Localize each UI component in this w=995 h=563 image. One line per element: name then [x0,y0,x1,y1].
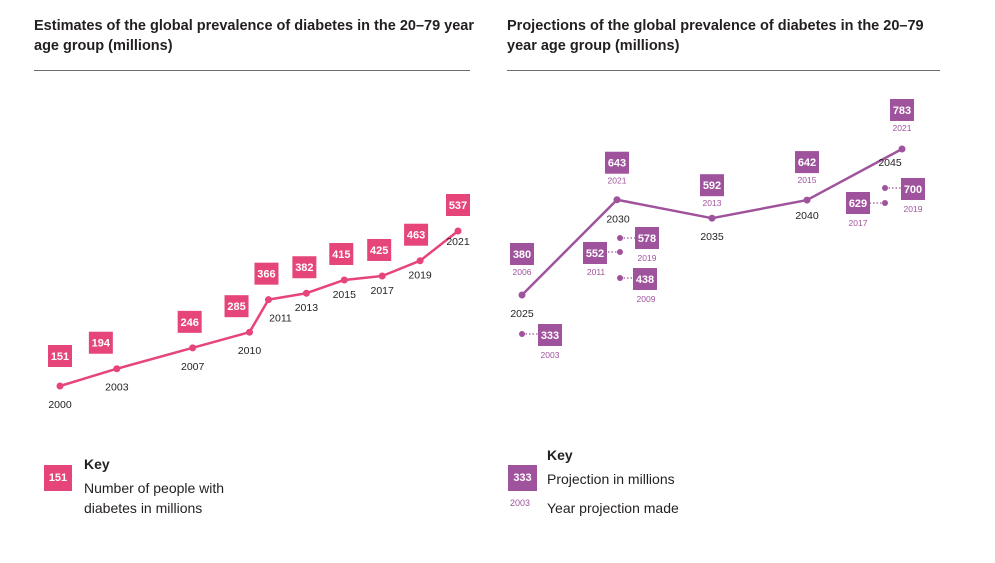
projections-year-label-2045: 2045 [878,157,902,169]
projections-value-2040-label: 642 [798,157,816,169]
projections-key-sample-box: 333 [508,465,537,491]
estimates-value-2019-label: 463 [407,230,425,242]
projections-value-2045-box [890,99,914,121]
estimates-year-label-2015: 2015 [333,289,357,301]
estimates-value-2021-label: 537 [449,200,467,212]
projections-extra-2030-2019-label: 578 [638,233,656,245]
projections-key-year-label: Year projection made [547,500,679,516]
estimates-value-2015-box [329,242,354,265]
estimates-key-description: Number of people with diabetes in millio… [84,480,225,516]
estimates-key-sample-box: 151 [44,465,72,491]
projections-value-2025-label: 380 [513,249,531,261]
estimates-point-2000 [56,382,64,390]
projections-value-2040-box [795,151,819,174]
estimates-value-2017-box [367,238,392,261]
projections-year-label-2025: 2025 [510,308,534,320]
estimates-point-2015 [340,276,348,284]
projections-key-sample-year: 2003 [510,498,531,508]
estimates-year-label-2019: 2019 [408,270,432,282]
projections-key-value-label: Projection in millions [547,471,675,487]
projections-value-2035-label: 592 [703,180,721,192]
estimates-point-2003 [113,365,121,373]
estimates-value-2010-box [224,295,249,318]
projections-extra-2030-2009-box [633,268,657,290]
projections-point-2030 [613,196,621,204]
projections-extra-2045-2017-label: 629 [849,198,867,210]
projections-point-2025 [518,291,526,299]
projections-extra-2045-2017-box [846,192,870,214]
projections-extra-2030-2009-label: 438 [636,274,654,286]
projections-extra-2030-2011-year-made: 2011 [587,267,606,277]
estimates-year-label-2003: 2003 [105,382,129,394]
estimates-point-2021 [454,227,462,235]
projections-extra-2045-2019-box [901,178,925,200]
projections-year-label-2030: 2030 [606,214,630,226]
projections-extra-2030-2011-box [583,242,607,264]
estimates-value-2007-label: 246 [180,317,198,329]
estimates-year-label-2010: 2010 [238,345,262,357]
projections-point-2045 [898,145,906,153]
estimates-value-2011-label: 366 [257,269,275,281]
estimates-point-2013 [302,289,310,297]
estimates-year-label-2011: 2011 [269,313,292,325]
projections-extra-2045-2019-year-made: 2019 [904,204,923,214]
projections-year-made-2030: 2021 [608,176,627,186]
projections-value-2045-label: 783 [893,105,911,117]
estimates-year-label-2021: 2021 [446,236,470,248]
estimates-point-2011 [264,296,272,304]
projections-year-label-2035: 2035 [700,231,724,243]
estimates-year-label-2013: 2013 [295,302,319,314]
projections-extra-2025-2003-box [538,324,562,346]
estimates-value-2003-label: 194 [92,338,111,350]
estimates-year-label-2000: 2000 [48,399,72,411]
projections-extra-2030-2011-label: 552 [586,248,604,260]
estimates-point-2019 [416,257,424,265]
projections-chart-title: Projections of the global prevalence of … [507,18,924,54]
projections-value-2030-label: 643 [608,158,626,170]
projections-value-2030-box [605,151,629,174]
estimates-value-2015-label: 415 [332,249,350,261]
estimates-value-2011-box [254,262,279,285]
estimates-year-label-2017: 2017 [371,285,395,297]
estimates-value-2000-box [48,345,72,367]
projections-extra-2030-2019-year-made: 2019 [638,253,657,263]
projections-year-made-2035: 2013 [703,198,722,208]
estimates-series-line [59,230,459,388]
estimates-value-2007-box [177,310,202,333]
estimates-value-2021-box [446,194,470,216]
projections-series-line [521,147,903,296]
estimates-value-2000-label: 151 [51,351,69,363]
projections-extra-2025-2003-label: 333 [541,330,559,342]
estimates-key-heading: Key [84,456,110,472]
estimates-chart-title: Estimates of the global prevalence of di… [34,18,474,54]
projections-point-2035 [708,214,716,222]
estimates-value-2017-label: 425 [370,245,388,257]
projections-title-rule [507,70,940,71]
projections-point-2040 [803,196,811,204]
estimates-point-2010 [246,328,254,336]
estimates-title-rule [34,70,470,71]
estimates-point-2017 [378,272,386,280]
projections-extra-2025-2003-year-made: 2003 [541,350,560,360]
projections-value-2035-box [700,174,724,197]
estimates-value-2013-box [292,256,317,279]
projections-extra-2030-2019-box [635,227,659,249]
projections-extra-2045-2019-label: 700 [904,184,922,196]
estimates-value-2003-box [88,331,113,354]
projections-key-heading: Key [547,447,573,463]
projections-year-made-2045: 2021 [893,123,912,133]
estimates-value-2013-label: 382 [295,262,313,274]
estimates-year-label-2007: 2007 [181,361,205,373]
projections-value-2025-box [510,243,534,265]
projections-year-made-2025: 2006 [513,267,532,277]
projections-extra-2045-2017-year-made: 2017 [849,218,868,228]
estimates-point-2007 [189,344,197,352]
estimates-value-2019-box [404,223,429,246]
projections-year-label-2040: 2040 [795,210,819,222]
estimates-value-2010-label: 285 [227,301,245,313]
projections-extra-2030-2009-year-made: 2009 [637,294,656,304]
projections-year-made-2040: 2015 [798,175,817,185]
